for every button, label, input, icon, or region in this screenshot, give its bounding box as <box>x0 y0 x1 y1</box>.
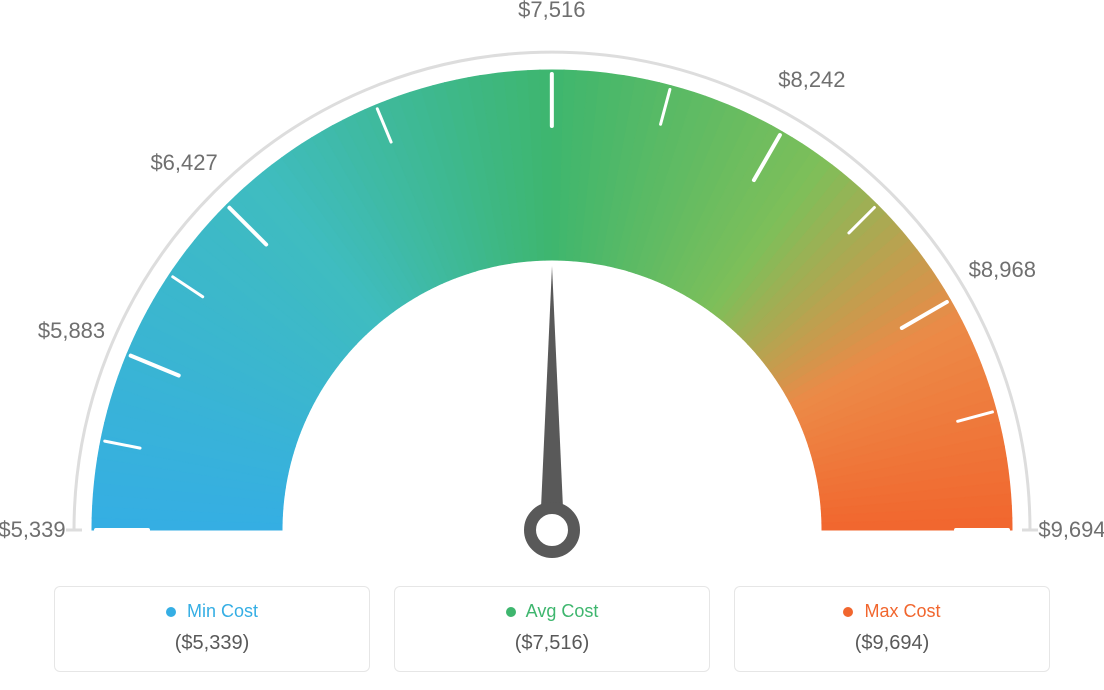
gauge-tick-label: $5,883 <box>38 318 105 344</box>
dot-icon <box>506 607 516 617</box>
legend-avg-value: ($7,516) <box>405 632 699 655</box>
legend-card-min: Min Cost ($5,339) <box>54 586 370 672</box>
gauge-tick-label: $7,516 <box>518 0 585 23</box>
legend-avg-title: Avg Cost <box>405 601 699 622</box>
legend-min-title: Min Cost <box>65 601 359 622</box>
dot-icon <box>843 607 853 617</box>
legend-max-value: ($9,694) <box>745 632 1039 655</box>
gauge-tick-label: $8,242 <box>778 67 845 93</box>
gauge-tick-label: $5,339 <box>0 517 66 543</box>
legend-card-max: Max Cost ($9,694) <box>734 586 1050 672</box>
gauge-tick-label: $9,694 <box>1038 517 1104 543</box>
cost-gauge-widget: $5,339 $5,883 $6,427 $7,516 $8,242 $8,968 $9,6… <box>0 0 1104 690</box>
gauge-svg <box>0 0 1104 560</box>
legend-max-label: Max Cost <box>864 601 940 621</box>
legend-min-value: ($5,339) <box>65 632 359 655</box>
legend-avg-label: Avg Cost <box>526 601 599 621</box>
gauge-chart: $5,339 $5,883 $6,427 $7,516 $8,242 $8,968 $9,6… <box>0 0 1104 560</box>
dot-icon <box>166 607 176 617</box>
legend-card-avg: Avg Cost ($7,516) <box>394 586 710 672</box>
legend-row: Min Cost ($5,339) Avg Cost ($7,516) Max … <box>54 586 1050 672</box>
gauge-tick-label: $6,427 <box>150 150 217 176</box>
legend-min-label: Min Cost <box>187 601 258 621</box>
legend-max-title: Max Cost <box>745 601 1039 622</box>
gauge-tick-label: $8,968 <box>969 257 1036 283</box>
